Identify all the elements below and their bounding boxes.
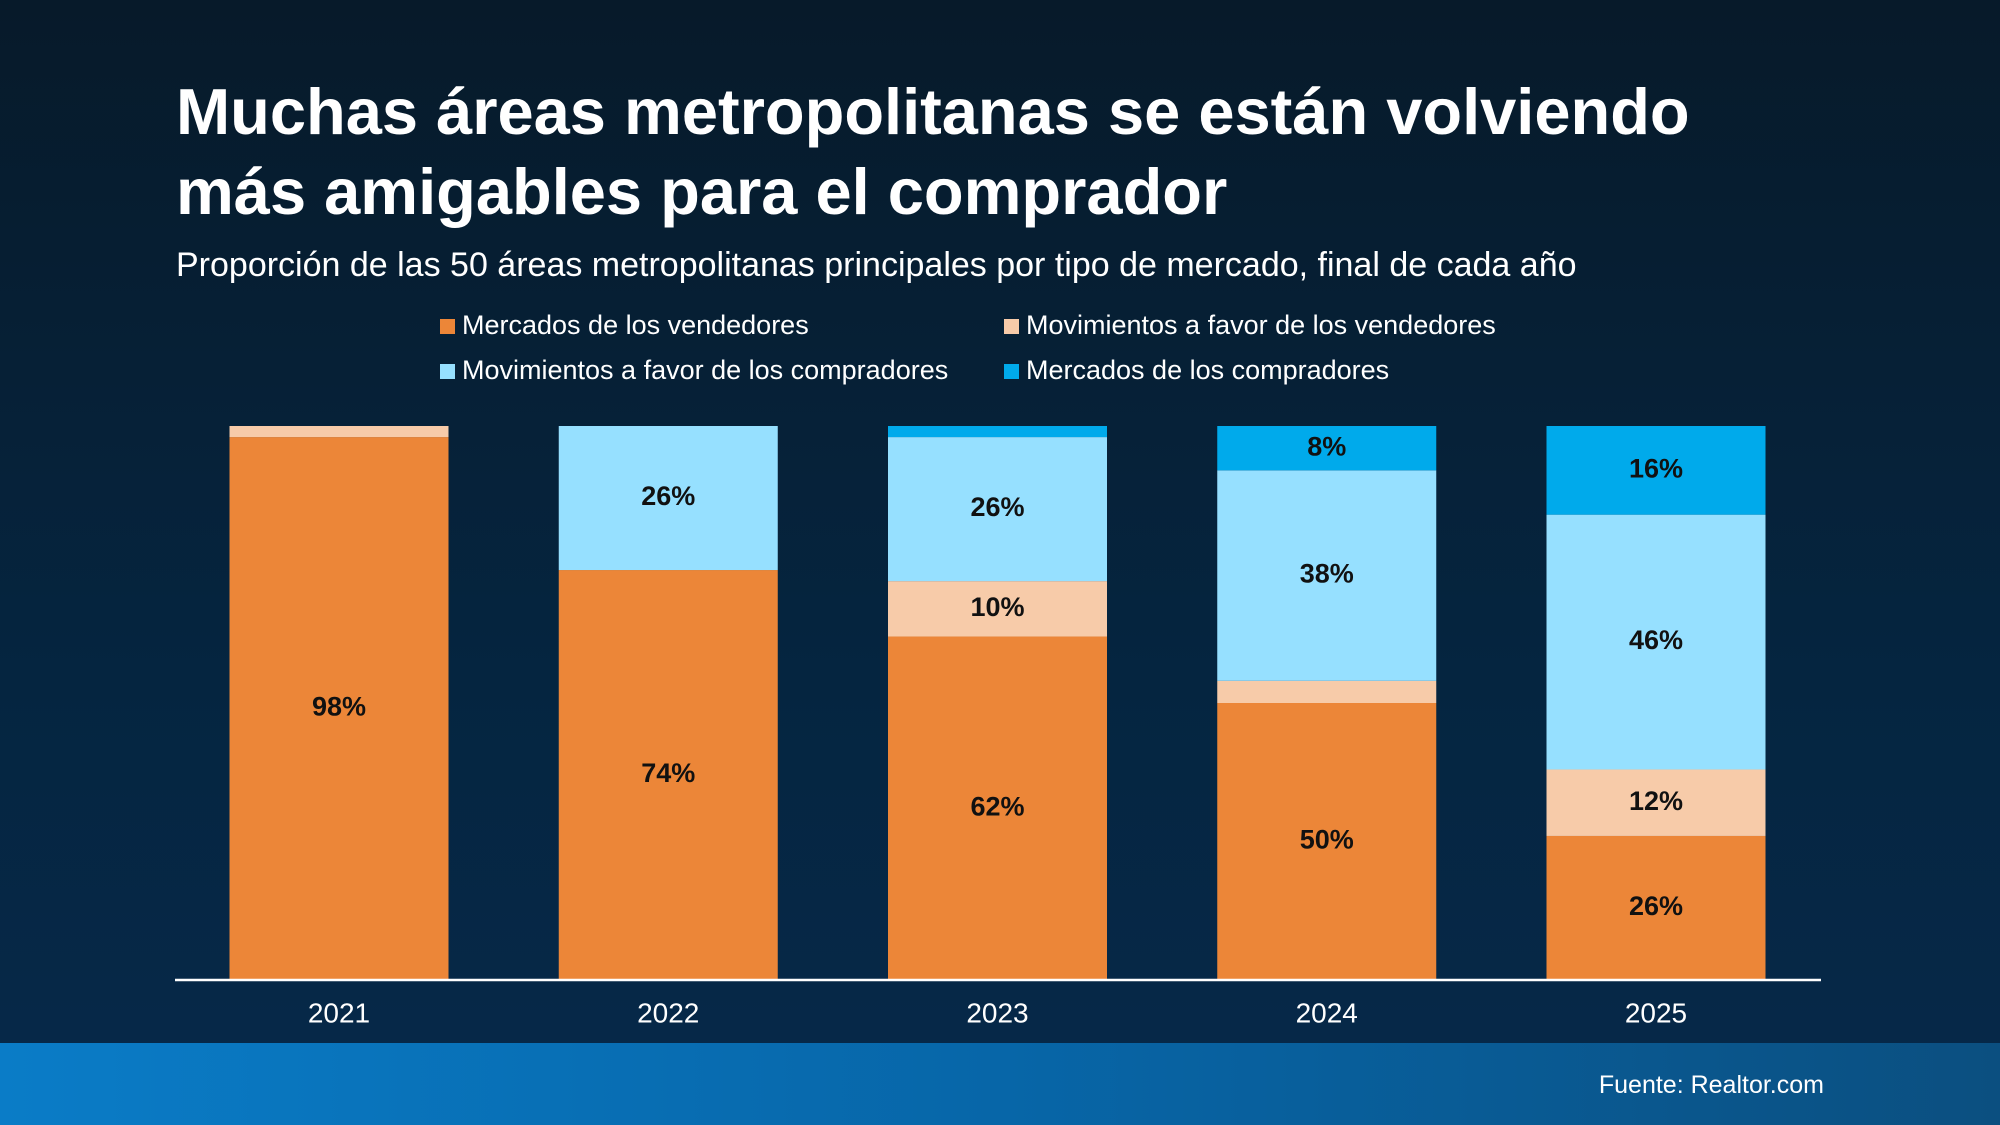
- bar-segment: [888, 581, 1107, 637]
- x-tick-label: 2025: [1625, 997, 1687, 1028]
- chart: Mercados de los vendedores Movimientos a …: [229, 310, 1766, 1028]
- legend-label: Mercados de los compradores: [1026, 355, 1389, 385]
- bar-segment: [888, 636, 1107, 980]
- bar-segment: [1546, 769, 1766, 836]
- bar-segment: [1217, 470, 1437, 681]
- data-label: 46%: [1629, 625, 1683, 655]
- data-label: 12%: [1629, 786, 1683, 816]
- data-label: 98%: [312, 692, 366, 722]
- data-label: 8%: [1307, 431, 1346, 461]
- x-tick-label: 2021: [308, 997, 370, 1028]
- legend-swatch: [1004, 319, 1019, 334]
- bar-segment: [888, 426, 1107, 438]
- legend-label: Mercados de los vendedores: [462, 310, 809, 340]
- data-label: 74%: [641, 758, 695, 788]
- data-label: 50%: [1300, 825, 1354, 855]
- bar-segment: [558, 570, 778, 980]
- bar-segment: [1217, 680, 1437, 703]
- bar-segment: [1217, 426, 1437, 471]
- footer: Fuente: Realtor.com: [0, 1043, 2000, 1125]
- source: Fuente: Realtor.com: [1598, 1071, 1824, 1099]
- data-label: 10%: [970, 592, 1024, 622]
- legend-swatch: [440, 319, 455, 334]
- bar-segment: [1217, 703, 1437, 980]
- bar-segment: [229, 437, 449, 981]
- x-tick-label: 2024: [1296, 997, 1358, 1028]
- legend-swatch: [1004, 364, 1019, 379]
- data-label: 16%: [1629, 453, 1683, 483]
- data-label: 38%: [1300, 559, 1354, 589]
- data-label: 62%: [970, 791, 1024, 821]
- x-tick-label: 2022: [637, 997, 699, 1028]
- data-label: 26%: [1629, 891, 1683, 921]
- data-label: 26%: [641, 481, 695, 511]
- legend-swatch: [440, 364, 455, 379]
- bar-segment: [558, 426, 778, 571]
- chart-title: Muchas áreas metropolitanas se están vol…: [176, 75, 1690, 228]
- bar-segment: [1546, 514, 1766, 770]
- bar-segment: [1546, 835, 1766, 980]
- x-tick-label: 2023: [966, 997, 1028, 1028]
- legend-label: Movimientos a favor de los vendedores: [1026, 310, 1496, 340]
- bar-segment: [888, 437, 1107, 582]
- data-label: 26%: [970, 492, 1024, 522]
- bar-segment: [229, 426, 449, 438]
- legend-label: Movimientos a favor de los compradores: [462, 355, 948, 385]
- bar-segment: [1546, 426, 1766, 515]
- chart-subtitle: Proporción de las 50 áreas metropolitana…: [176, 246, 1577, 284]
